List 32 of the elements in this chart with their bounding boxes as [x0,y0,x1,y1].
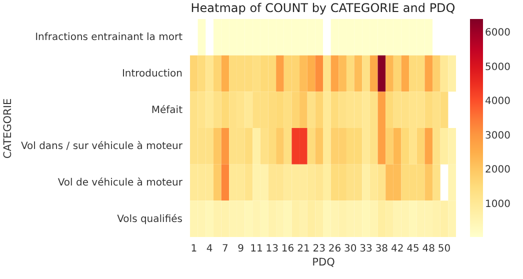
y-tick-label: Méfait [151,104,183,116]
x-tick-label: 38 [375,244,388,254]
color-bar-label: 2000 [485,164,510,176]
color-bar-label: 3000 [485,130,510,142]
x-tick-label: 7 [222,244,228,254]
color-bar-label: 1000 [485,198,510,210]
x-tick-label: 21 [297,244,310,254]
color-bar-label: 5000 [485,62,510,73]
color-bar-label: 6000 [485,28,510,39]
x-tick-label: 50 [438,244,451,254]
y-tick-label: Vol dans / sur véhicule à moteur [20,141,184,152]
x-tick-label: 4 [206,244,213,254]
x-tick-label: 33 [360,244,372,254]
x-tick-label: 26 [328,244,342,254]
x-tick-label: 16 [281,244,294,254]
x-tick-label: 1 [190,244,198,254]
y-tick-label: Vol de véhicule à moteur [58,178,184,188]
x-tick-label: 13 [266,244,279,254]
y-axis-title: CATEGORIE [2,98,14,159]
x-tick-label: 42 [390,244,404,254]
color-bar-label: 4000 [485,96,510,108]
x-tick-label: 48 [422,244,435,254]
x-tick-label: 11 [250,244,263,254]
x-tick-label: 9 [238,244,244,254]
y-tick-label: Introduction [122,68,182,80]
chart-title: Heatmap of COUNT by CATEGORIE and PDQ [190,1,456,15]
x-tick-label: 45 [406,244,420,254]
x-axis-title: PDQ [312,256,335,268]
x-tick-label: 30 [344,244,357,254]
x-tick-label: 23 [312,244,326,254]
y-tick-label: Infractions entrainant la mort [35,32,183,44]
y-tick-label: Vols qualifiés [117,214,182,225]
